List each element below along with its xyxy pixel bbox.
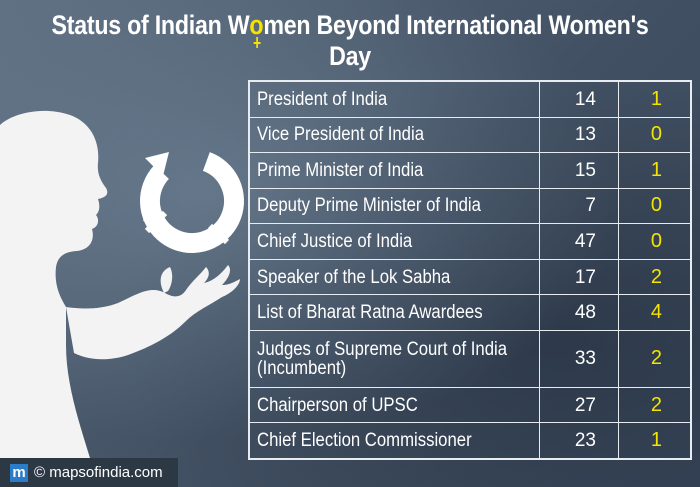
footer-site-name: mapsofindia.com xyxy=(49,464,163,481)
office-label: Chief Election Commissioner xyxy=(249,422,540,459)
women-count: 0 xyxy=(618,223,691,260)
women-count: 2 xyxy=(618,386,691,424)
copyright-symbol: © xyxy=(34,464,46,481)
table-row: Vice President of India 13 0 xyxy=(249,116,691,154)
gender-symbol-icon xyxy=(140,149,244,253)
footer-bar: m © mapsofindia.com xyxy=(0,458,178,487)
women-count: 0 xyxy=(618,116,691,154)
office-label: Judges of Supreme Court of India (Incumb… xyxy=(249,329,540,388)
footer-credit: © mapsofindia.com xyxy=(34,464,163,481)
status-table: President of India 14 1 Vice President of I… xyxy=(248,80,692,460)
total-count: 33 xyxy=(539,329,619,388)
total-count: 27 xyxy=(539,386,619,424)
title-part-2: men Beyond International Women's Day xyxy=(263,10,649,71)
table-row: Judges of Supreme Court of India (Incumb… xyxy=(249,329,691,388)
total-count: 17 xyxy=(539,258,619,296)
total-count: 23 xyxy=(539,422,619,459)
total-count: 13 xyxy=(539,116,619,154)
office-label: Speaker of the Lok Sabha xyxy=(249,258,540,296)
table-row: Deputy Prime Minister of India 7 0 xyxy=(249,187,691,225)
total-count: 14 xyxy=(539,81,619,118)
woman-silhouette xyxy=(0,110,240,458)
title-part-1: Status of Indian W xyxy=(51,10,250,40)
women-count: 2 xyxy=(618,329,691,388)
table-row: Prime Minister of India 15 1 xyxy=(249,152,691,189)
women-count: 1 xyxy=(618,152,691,189)
table-row: List of Bharat Ratna Awardees 48 4 xyxy=(249,294,691,331)
office-label: Prime Minister of India xyxy=(249,152,540,189)
total-count: 48 xyxy=(539,294,619,331)
table-row: Chairperson of UPSC 27 2 xyxy=(249,386,691,424)
office-label: Vice President of India xyxy=(249,116,540,154)
mapsofindia-logo: m xyxy=(10,463,28,482)
table-row: Chief Election Commissioner 23 1 xyxy=(249,422,691,459)
office-label: List of Bharat Ratna Awardees xyxy=(249,294,540,331)
office-label: Chairperson of UPSC xyxy=(249,386,540,424)
title-symbol-letter: o xyxy=(249,10,264,48)
table-row: Speaker of the Lok Sabha 17 2 xyxy=(249,258,691,296)
women-count: 1 xyxy=(618,81,691,118)
office-label: President of India xyxy=(249,81,540,118)
female-symbol-icon xyxy=(253,37,261,48)
women-count: 1 xyxy=(618,422,691,459)
table-row: President of India 14 1 xyxy=(249,81,691,118)
women-count: 4 xyxy=(618,294,691,331)
total-count: 7 xyxy=(539,187,619,225)
office-label: Chief Justice of India xyxy=(249,223,540,260)
women-count: 0 xyxy=(618,187,691,225)
table-row: Chief Justice of India 47 0 xyxy=(249,223,691,260)
page-title: Status of Indian Wo men Beyond Internatio… xyxy=(49,10,651,72)
status-table-grid: President of India 14 1 Vice President of I… xyxy=(249,81,691,459)
office-label: Deputy Prime Minister of India xyxy=(249,187,540,225)
total-count: 15 xyxy=(539,152,619,189)
women-count: 2 xyxy=(618,258,691,296)
total-count: 47 xyxy=(539,223,619,260)
